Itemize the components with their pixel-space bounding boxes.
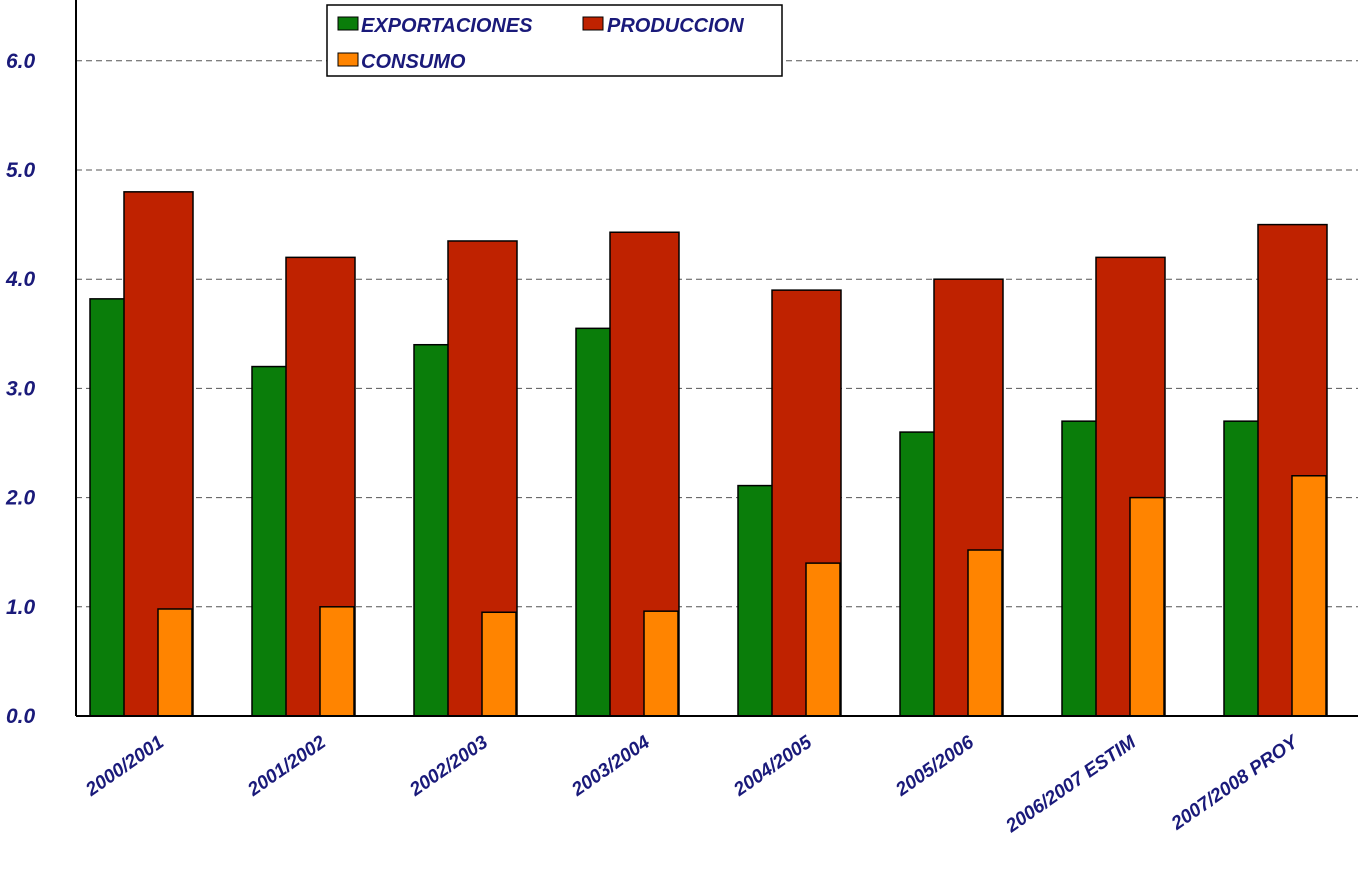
y-tick-label: 0.0 [6, 705, 36, 728]
legend-swatch-consumo [337, 52, 359, 67]
x-tick-label: 2001/2002 [243, 732, 330, 802]
legend-swatch-produccion [582, 16, 604, 31]
bar-consumo-3 [643, 610, 679, 717]
x-tick-labels: 2000/2001 2001/2002 2002/2003 2003/2004 2004… [81, 731, 1303, 838]
x-tick-label: 2006/2007 ESTIM [1002, 731, 1141, 837]
y-tick-label: 5.0 [6, 159, 36, 182]
x-tick-label: 2007/2008 PROY [1167, 731, 1304, 836]
legend: EXPORTACIONES PRODUCCION CONSUMO [326, 4, 783, 77]
legend-label-consumo: CONSUMO [361, 51, 466, 73]
x-tick-label: 2005/2006 [891, 732, 978, 802]
bar-consumo-4 [805, 562, 841, 717]
y-tick-label: 2.0 [5, 487, 36, 510]
legend-box [326, 4, 783, 77]
y-tick-label: 1.0 [6, 596, 36, 619]
bars [89, 191, 1328, 717]
bar-consumo-6 [1129, 496, 1165, 717]
axes [75, 0, 1358, 717]
bar-consumo-1 [319, 606, 355, 717]
bar-consumo-2 [481, 611, 517, 717]
y-tick-label: 4.0 [5, 268, 36, 291]
y-tick-label: 6.0 [6, 50, 36, 73]
bar-consumo-5 [967, 549, 1003, 717]
legend-label-exportaciones: EXPORTACIONES [361, 15, 533, 37]
bar-consumo-7 [1291, 475, 1327, 717]
x-tick-label: 2000/2001 [81, 732, 167, 801]
legend-label-produccion: PRODUCCION [607, 15, 744, 37]
y-tick-labels: 0.0 1.0 2.0 3.0 4.0 5.0 6.0 [5, 50, 36, 728]
bar-consumo-0 [157, 608, 193, 717]
x-tick-label: 2004/2005 [729, 732, 816, 802]
y-tick-label: 3.0 [6, 377, 36, 400]
legend-swatch-exportaciones [337, 16, 359, 31]
x-tick-label: 2003/2004 [567, 732, 654, 802]
x-tick-label: 2002/2003 [405, 732, 492, 802]
